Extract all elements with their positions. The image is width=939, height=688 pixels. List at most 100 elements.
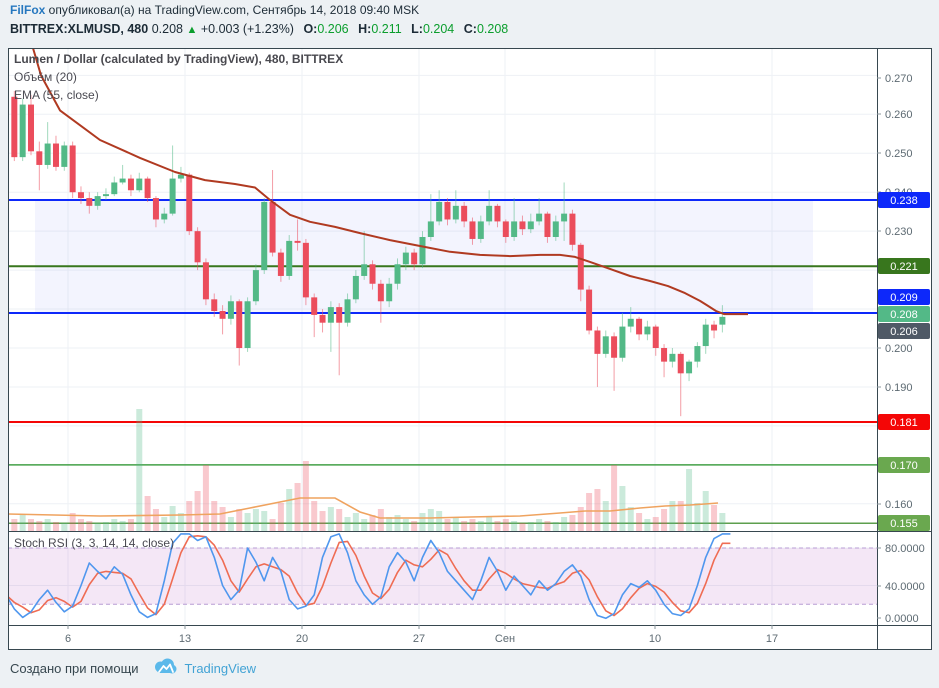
candle[interactable] [52,143,59,167]
candle[interactable] [686,361,693,374]
candle[interactable] [477,221,484,239]
volume-bar [544,521,551,531]
candle[interactable] [594,330,601,354]
candle[interactable] [311,297,318,315]
candle[interactable] [602,336,609,354]
candle[interactable] [561,213,568,222]
candle[interactable] [361,264,368,276]
candle[interactable] [202,262,209,300]
candle[interactable] [619,326,626,358]
candle[interactable] [111,182,118,195]
candle[interactable] [227,301,234,319]
volume-bar [636,513,643,531]
candle[interactable] [511,221,518,238]
candle[interactable] [386,283,393,302]
candle[interactable] [377,283,384,302]
volume-bar [86,521,93,531]
candle[interactable] [711,324,718,331]
candle[interactable] [636,318,643,335]
candle[interactable] [161,213,168,220]
candle[interactable] [119,178,126,183]
candle[interactable] [494,205,501,222]
candle[interactable] [536,213,543,222]
candle[interactable] [627,318,634,327]
candle[interactable] [261,201,268,271]
candle[interactable] [44,143,51,165]
candle[interactable] [702,324,709,347]
candle[interactable] [252,270,259,302]
candle[interactable] [411,252,418,265]
candle[interactable] [402,252,409,265]
candle[interactable] [394,264,401,284]
candle[interactable] [319,314,326,323]
candle[interactable] [461,205,468,222]
candle[interactable] [694,346,701,362]
candle[interactable] [11,96,18,158]
candle[interactable] [502,221,509,238]
candle[interactable] [186,174,193,232]
price-badge-value: 0.206 [890,326,918,338]
candle[interactable] [77,192,84,199]
candle[interactable] [244,301,251,349]
tradingview-link[interactable]: TradingView [184,660,257,676]
candle[interactable] [27,104,34,152]
candle[interactable] [669,353,676,362]
candle[interactable] [286,240,293,276]
candle[interactable] [719,316,726,325]
candle[interactable] [86,198,93,206]
candle[interactable] [194,231,201,263]
candle[interactable] [69,145,76,193]
candle[interactable] [294,240,301,243]
candle[interactable] [544,213,551,238]
volume-bar [677,501,684,531]
author-link[interactable]: FilFox [10,3,46,17]
candle[interactable] [369,264,376,284]
volume-bar [261,511,268,531]
candle[interactable] [652,326,659,349]
candle[interactable] [436,201,443,222]
candle[interactable] [644,326,651,335]
candle[interactable] [127,178,134,191]
price-chart[interactable]: 0.2700.2600.2500.2400.2300.2000.1900.160… [3,47,932,650]
volume-bar [344,517,351,531]
candle[interactable] [352,275,359,300]
candle[interactable] [486,205,493,222]
price-badge [878,306,930,322]
candle[interactable] [327,307,334,323]
candle[interactable] [102,194,109,197]
candle[interactable] [344,299,351,323]
candle[interactable] [211,299,218,312]
candle[interactable] [611,336,618,358]
candle[interactable] [177,174,184,179]
candle[interactable] [36,151,43,165]
candle[interactable] [219,311,226,319]
candle[interactable] [277,252,284,276]
candle[interactable] [519,221,526,230]
candle[interactable] [444,201,451,220]
candle[interactable] [586,289,593,331]
candle[interactable] [152,198,159,220]
candle[interactable] [94,196,101,206]
candle[interactable] [336,307,343,323]
candle[interactable] [552,221,559,238]
candle[interactable] [427,221,434,238]
volume-bar [377,509,384,531]
candle[interactable] [452,205,459,220]
candle[interactable] [144,178,151,199]
candle[interactable] [569,213,576,245]
candle[interactable] [661,348,668,362]
candle[interactable] [236,301,243,349]
candle[interactable] [527,221,534,230]
candle[interactable] [302,242,309,298]
volume-bar [27,519,34,531]
candle[interactable] [61,145,68,167]
candle[interactable] [469,221,476,239]
candle[interactable] [419,237,426,265]
candle[interactable] [269,201,276,253]
candle[interactable] [19,104,26,158]
candle[interactable] [169,178,176,214]
candle[interactable] [577,244,584,290]
candle[interactable] [677,353,684,374]
candle[interactable] [136,178,143,191]
